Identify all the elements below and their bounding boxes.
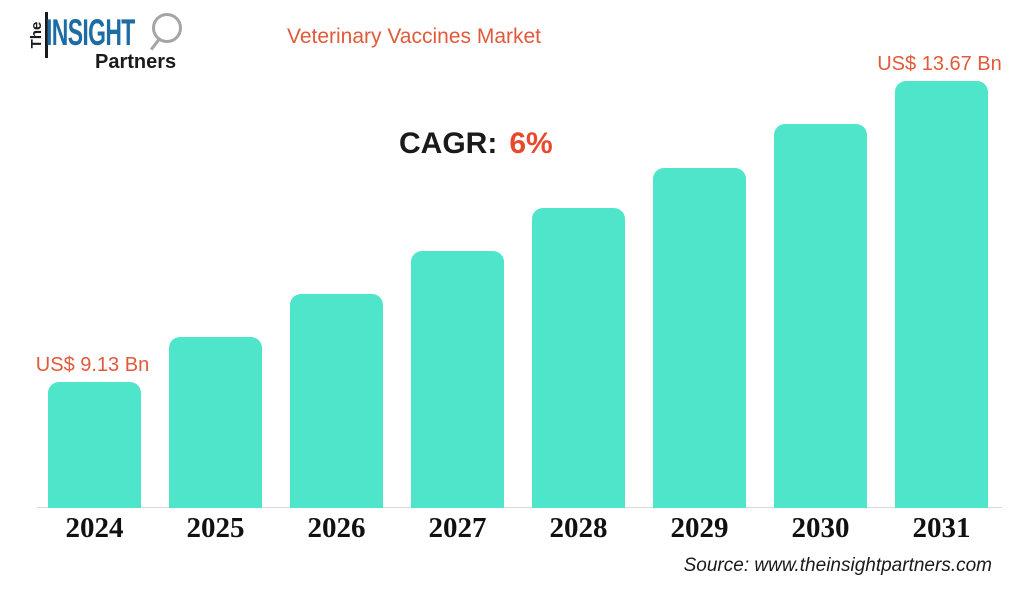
x-tick-2024: 2024 [65,512,124,544]
bar-2031 [895,81,988,508]
source-attribution: Source: www.theinsightpartners.com [683,555,992,576]
cagr-label: CAGR: [399,127,498,160]
x-tick-2027: 2027 [428,512,487,544]
x-axis-line [37,507,1002,508]
bar-2029 [653,168,746,508]
brand-logo: The INSIGHT Partners [25,8,200,80]
bar-2026 [290,294,383,508]
logo-insight-text: INSIGHT [46,12,135,53]
bar-value-label-2031: US$ 13.67 Bn [877,53,1002,75]
bar-2030 [774,124,867,508]
x-tick-2026: 2026 [307,512,366,544]
bar-value-label-2024: US$ 9.13 Bn [35,354,150,376]
logo-partners-text: Partners [95,51,177,73]
x-tick-2029: 2029 [670,512,729,544]
chart-title: Veterinary Vaccines Market [286,25,542,48]
cagr-callout: CAGR: 6% [399,127,553,161]
x-tick-2030: 2030 [791,512,850,544]
bar-2024 [48,382,141,508]
x-tick-2025: 2025 [186,512,245,544]
x-tick-2031: 2031 [912,512,971,544]
bar-2027 [411,251,504,508]
bar-2025 [169,337,262,508]
cagr-value: 6% [509,127,553,160]
x-tick-2028: 2028 [549,512,608,544]
bar-2028 [532,208,625,508]
